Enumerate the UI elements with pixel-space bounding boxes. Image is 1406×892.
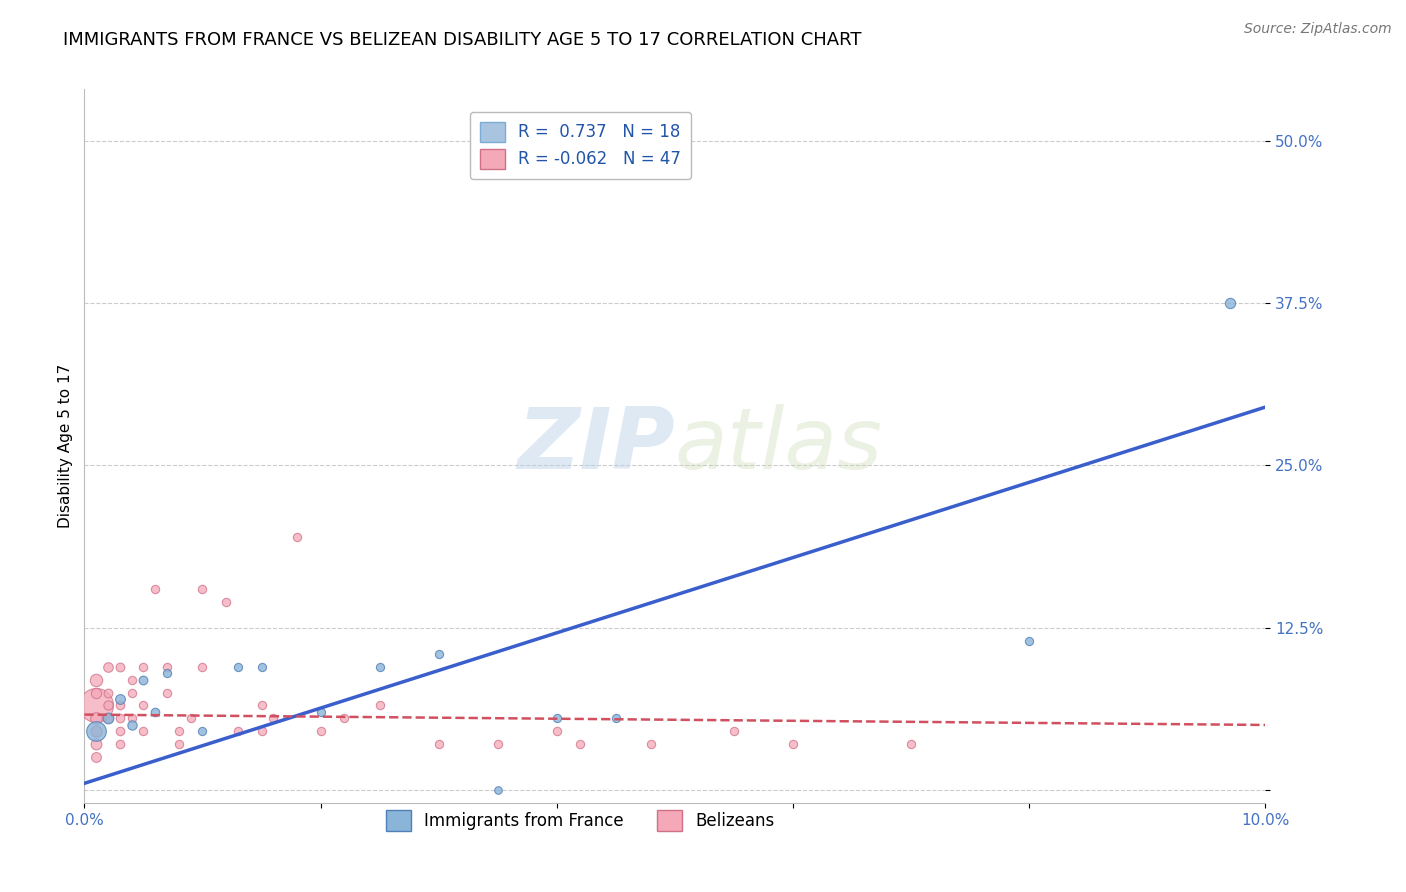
Point xyxy=(605,711,627,725)
Point xyxy=(1018,633,1040,648)
Point xyxy=(546,711,568,725)
Point xyxy=(84,685,107,699)
Text: Source: ZipAtlas.com: Source: ZipAtlas.com xyxy=(1244,22,1392,37)
Point xyxy=(84,738,107,752)
Point xyxy=(226,724,249,739)
Point xyxy=(108,738,131,752)
Point xyxy=(121,718,143,732)
Point xyxy=(285,530,308,544)
Y-axis label: Disability Age 5 to 17: Disability Age 5 to 17 xyxy=(58,364,73,528)
Point xyxy=(191,724,214,739)
Point xyxy=(1219,296,1241,310)
Point xyxy=(132,659,155,673)
Point xyxy=(132,673,155,687)
Point xyxy=(108,659,131,673)
Point xyxy=(121,685,143,699)
Point xyxy=(309,724,332,739)
Point xyxy=(97,711,120,725)
Point xyxy=(132,724,155,739)
Point xyxy=(108,692,131,706)
Point xyxy=(569,738,592,752)
Point xyxy=(156,685,179,699)
Point xyxy=(97,685,120,699)
Point xyxy=(180,711,202,725)
Point xyxy=(427,738,450,752)
Point xyxy=(215,595,238,609)
Point xyxy=(900,738,922,752)
Point xyxy=(84,724,107,739)
Point xyxy=(84,698,107,713)
Point xyxy=(486,782,509,797)
Point xyxy=(121,711,143,725)
Point xyxy=(723,724,745,739)
Point xyxy=(84,711,107,725)
Point xyxy=(167,724,190,739)
Text: ZIP: ZIP xyxy=(517,404,675,488)
Point xyxy=(191,659,214,673)
Point xyxy=(97,659,120,673)
Point xyxy=(368,659,391,673)
Point xyxy=(132,698,155,713)
Point xyxy=(167,738,190,752)
Point xyxy=(97,711,120,725)
Point xyxy=(309,705,332,719)
Point xyxy=(368,698,391,713)
Point xyxy=(108,724,131,739)
Point xyxy=(427,647,450,661)
Point xyxy=(84,724,107,739)
Point xyxy=(486,738,509,752)
Point xyxy=(156,666,179,681)
Point xyxy=(108,698,131,713)
Text: atlas: atlas xyxy=(675,404,883,488)
Point xyxy=(156,659,179,673)
Point xyxy=(250,659,273,673)
Point xyxy=(546,724,568,739)
Point xyxy=(262,711,284,725)
Point xyxy=(640,738,662,752)
Point xyxy=(143,582,166,596)
Point xyxy=(226,659,249,673)
Point xyxy=(250,724,273,739)
Point xyxy=(108,711,131,725)
Legend: Immigrants from France, Belizeans: Immigrants from France, Belizeans xyxy=(380,804,782,838)
Point xyxy=(121,673,143,687)
Point xyxy=(333,711,356,725)
Point xyxy=(143,705,166,719)
Text: IMMIGRANTS FROM FRANCE VS BELIZEAN DISABILITY AGE 5 TO 17 CORRELATION CHART: IMMIGRANTS FROM FRANCE VS BELIZEAN DISAB… xyxy=(63,31,862,49)
Point xyxy=(84,673,107,687)
Point xyxy=(250,698,273,713)
Point xyxy=(782,738,804,752)
Point xyxy=(84,750,107,764)
Point xyxy=(97,698,120,713)
Point xyxy=(191,582,214,596)
